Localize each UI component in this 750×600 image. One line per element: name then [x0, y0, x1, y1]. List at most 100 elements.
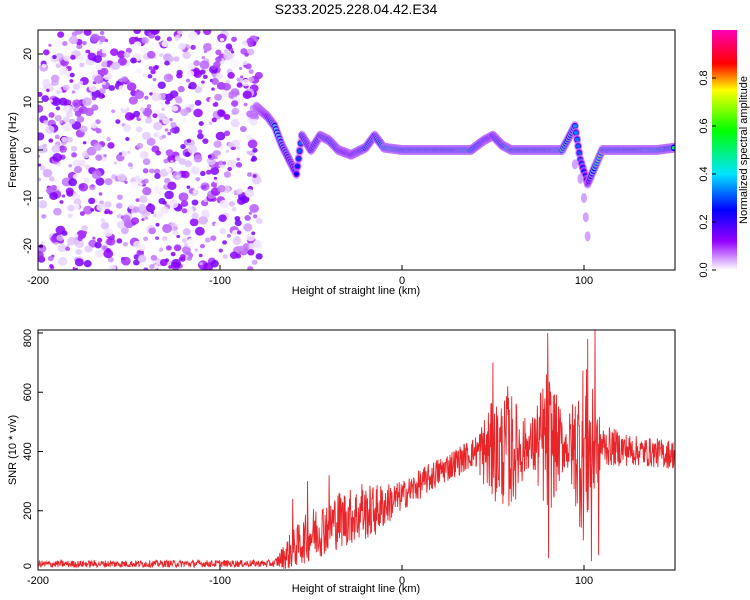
noise-blob [246, 48, 255, 56]
noise-blob [82, 97, 92, 107]
noise-blob [50, 74, 60, 83]
noise-blob [141, 179, 146, 184]
noise-blob [95, 64, 103, 71]
noise-blob [194, 226, 205, 236]
noise-blob [133, 240, 142, 249]
noise-blob [125, 137, 130, 142]
noise-blob [234, 219, 242, 227]
noise-blob [149, 92, 153, 96]
noise-blob [248, 211, 252, 215]
x-tick-label: 0 [399, 575, 405, 587]
noise-blob [91, 170, 102, 180]
noise-blob [133, 30, 141, 35]
noise-blob [217, 154, 225, 161]
noise-blob [245, 197, 249, 201]
noise-blob [83, 260, 92, 268]
noise-blob [223, 130, 231, 137]
noise-blob [136, 142, 144, 150]
noise-blob [218, 214, 227, 223]
noise-blob [74, 258, 84, 267]
noise-blob [211, 87, 215, 91]
noise-blob [228, 201, 236, 207]
noise-blob [79, 62, 85, 68]
noise-blob [139, 195, 148, 203]
noise-blob [70, 145, 78, 152]
noise-blob [88, 197, 96, 205]
noise-blob [84, 107, 94, 117]
noise-blob [83, 177, 90, 184]
y-tick-label: 600 [22, 383, 34, 401]
noise-blob [222, 82, 231, 91]
noise-blob [38, 250, 44, 260]
noise-blob [62, 84, 70, 91]
noise-blob [219, 37, 225, 42]
noise-blob [227, 159, 238, 169]
track-tail [582, 212, 589, 223]
noise-blob [100, 218, 106, 223]
noise-blob [38, 202, 41, 207]
noise-blob [181, 246, 191, 255]
noise-blob [49, 176, 55, 182]
noise-blob [185, 78, 191, 83]
noise-blob [243, 61, 248, 66]
noise-blob [152, 213, 157, 218]
noise-blob [156, 247, 160, 251]
noise-blob [209, 97, 216, 104]
noise-blob [61, 136, 68, 143]
noise-blob [144, 216, 149, 220]
noise-blob [66, 136, 73, 143]
noise-blob [162, 117, 170, 125]
noise-blob [49, 87, 54, 92]
noise-blob [255, 217, 263, 224]
noise-blob [227, 141, 235, 148]
noise-blob [173, 56, 180, 62]
y-tick-label: 0 [22, 147, 34, 153]
noise-blob [241, 79, 250, 87]
noise-blob [155, 186, 165, 195]
noise-blob [93, 75, 104, 84]
noise-blob [197, 129, 203, 134]
y-tick-label: 20 [22, 48, 34, 60]
noise-blob [39, 165, 46, 171]
noise-blob [99, 30, 105, 35]
noise-blob [51, 145, 60, 153]
noise-blob [138, 115, 143, 119]
noise-blob [246, 233, 256, 242]
noise-blob [45, 78, 50, 83]
snr-marks [38, 330, 675, 569]
x-tick-label: 100 [575, 575, 593, 587]
track-core [294, 172, 299, 176]
noise-blob [83, 30, 92, 36]
noise-blob [68, 178, 78, 187]
noise-blob [52, 153, 63, 162]
noise-blob [46, 88, 50, 92]
noise-blob [116, 221, 126, 229]
noise-blob [55, 63, 61, 69]
noise-blob [107, 142, 115, 149]
noise-blob [142, 73, 147, 78]
noise-blob [41, 63, 47, 68]
noise-blob [211, 78, 219, 85]
noise-blob [230, 119, 240, 128]
noise-blob [211, 117, 217, 123]
noise-blob [70, 54, 76, 60]
noise-blob [38, 91, 43, 97]
noise-blob [78, 80, 84, 86]
noise-blob [201, 184, 207, 190]
noise-blob [247, 249, 255, 256]
noise-blob [191, 212, 199, 220]
track-tail [581, 193, 587, 203]
noise-blob [161, 107, 165, 111]
colorbar-gradient [712, 30, 737, 270]
colorbar: 0.0 0.2 0.4 0.6 0.8 Normalized spectral ampl… [698, 30, 750, 278]
noise-blob [196, 133, 204, 140]
track-core [573, 130, 579, 135]
track-tail [571, 159, 578, 170]
noise-blob [154, 173, 161, 180]
noise-blob [146, 104, 152, 109]
noise-blob [57, 243, 67, 252]
track-core [575, 144, 581, 148]
noise-blob [159, 258, 168, 267]
noise-blob [111, 61, 121, 70]
colorbar-label: Normalized spectral amplitude [738, 76, 750, 224]
